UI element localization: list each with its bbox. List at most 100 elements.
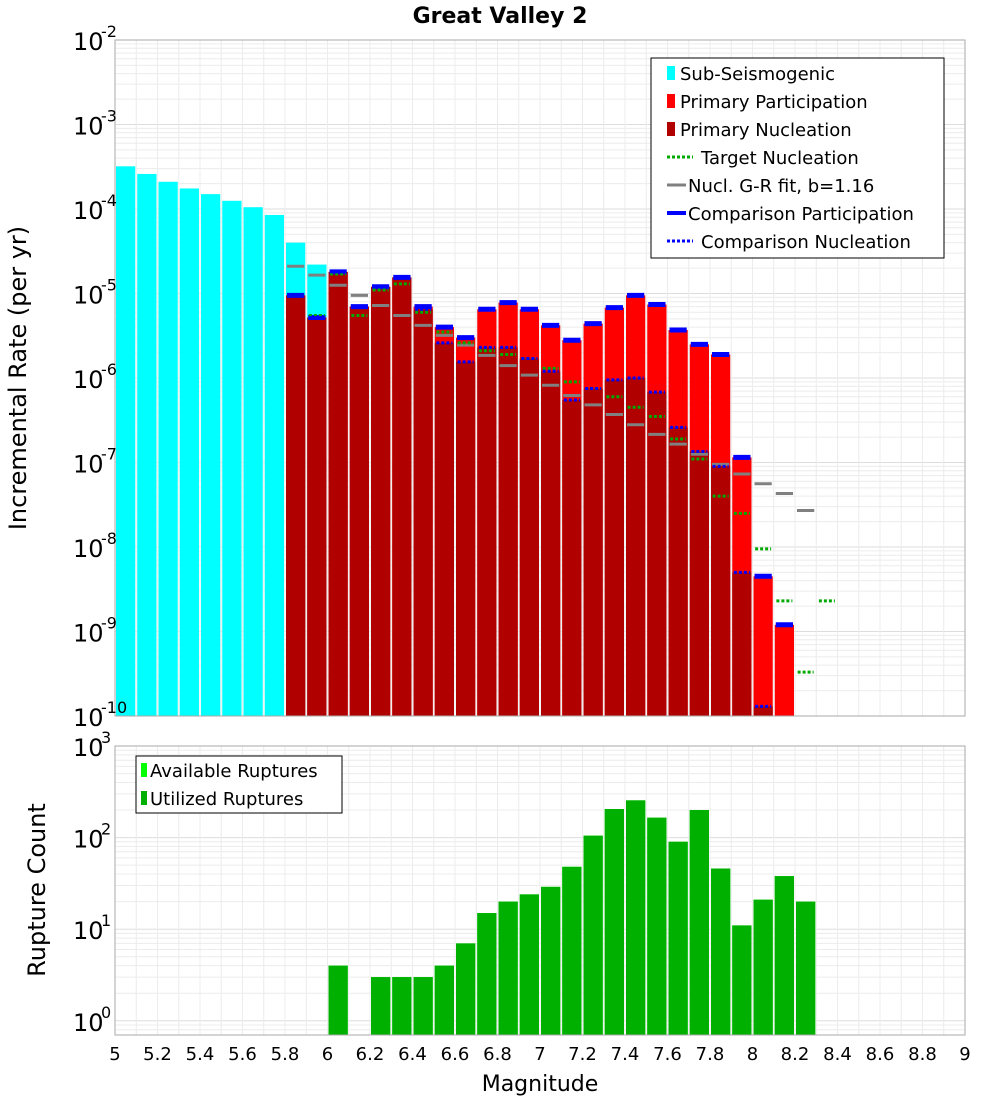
- top-plot-bars: [116, 166, 794, 717]
- utilized-ruptures-bar: [541, 886, 561, 1035]
- primary-nucleation-bar: [753, 706, 773, 716]
- x-axis-label: Magnitude: [482, 1072, 599, 1097]
- sub-seismogenic-bar: [137, 173, 157, 716]
- x-tick-label: 6.2: [356, 1044, 385, 1065]
- primary-nucleation-bar: [498, 347, 518, 716]
- top-y-tick-label: 10: [73, 113, 104, 141]
- top-y-tick-label: 10: [73, 535, 104, 563]
- primary-nucleation-bar: [307, 317, 327, 716]
- x-tick-label: 6.8: [483, 1044, 512, 1065]
- sub-seismogenic-bar: [158, 181, 178, 717]
- utilized-ruptures-bar: [498, 901, 518, 1035]
- utilized-ruptures-bar: [711, 868, 731, 1035]
- top-y-tick-label: 10: [73, 704, 104, 732]
- top-plot-markers: [287, 264, 835, 708]
- top-y-tick-exponent: -3: [101, 107, 117, 126]
- x-tick-label: 8: [747, 1044, 758, 1065]
- x-tick-label: 8.8: [908, 1044, 937, 1065]
- primary-nucleation-bar: [392, 277, 412, 716]
- x-tick-label: 5.8: [271, 1044, 300, 1065]
- x-tick-label: 8.4: [823, 1044, 852, 1065]
- bottom-y-tick-exponent: 2: [101, 820, 111, 839]
- utilized-ruptures-bar: [583, 835, 603, 1035]
- primary-nucleation-bar: [349, 306, 369, 716]
- legend-swatch: [667, 122, 675, 136]
- x-tick-label: 5.4: [186, 1044, 215, 1065]
- utilized-ruptures-bar: [434, 965, 454, 1035]
- top-y-tick-exponent: -2: [101, 22, 117, 41]
- x-tick-label: 6: [322, 1044, 333, 1065]
- utilized-ruptures-bar: [753, 899, 773, 1035]
- primary-nucleation-bar: [434, 342, 454, 716]
- legend-label: Primary Nucleation: [680, 120, 852, 141]
- primary-nucleation-bar: [519, 358, 539, 716]
- x-tick-label: 7.8: [696, 1044, 725, 1065]
- primary-nucleation-bar: [626, 378, 646, 716]
- top-y-tick-exponent: -6: [101, 360, 117, 379]
- x-tick-label: 7: [534, 1044, 545, 1065]
- bottom-legend-box: [135, 755, 343, 814]
- x-tick-label: 6.6: [441, 1044, 470, 1065]
- x-tick-label: 8.6: [866, 1044, 895, 1065]
- x-tick-label: 7.6: [653, 1044, 682, 1065]
- bottom-y-tick-label: 10: [73, 826, 104, 854]
- bottom-y-tick-exponent: 1: [101, 911, 111, 930]
- utilized-ruptures-bar: [668, 841, 688, 1035]
- top-y-tick-label: 10: [73, 366, 104, 394]
- utilized-ruptures-bar: [456, 943, 476, 1035]
- primary-participation-bar: [753, 576, 773, 716]
- top-plot-title: Great Valley 2: [413, 4, 588, 29]
- bottom-y-tick-label: 10: [73, 917, 104, 945]
- top-plot-legend: Sub-Seismogenic Primary Participation Prim…: [650, 57, 945, 259]
- bottom-plot-bars: [328, 800, 816, 1035]
- x-tick-label: 5: [109, 1044, 120, 1065]
- utilized-ruptures-bar: [732, 925, 752, 1035]
- primary-nucleation-bar: [541, 371, 561, 716]
- legend-label: Utilized Ruptures: [150, 789, 303, 810]
- primary-nucleation-bar: [647, 392, 667, 716]
- bottom-y-tick-label: 10: [73, 1009, 104, 1037]
- utilized-ruptures-bar: [626, 800, 646, 1035]
- utilized-ruptures-bar: [689, 810, 709, 1035]
- utilized-ruptures-bar: [519, 894, 539, 1035]
- primary-nucleation-bar: [413, 309, 433, 716]
- top-y-tick-label: 10: [73, 451, 104, 479]
- legend-label: Available Ruptures: [150, 761, 318, 782]
- legend-label: Comparison Nucleation: [701, 232, 911, 253]
- legend-swatch: [141, 763, 147, 777]
- bottom-y-tick-exponent: 0: [101, 1003, 111, 1022]
- top-y-tick-label: 10: [73, 282, 104, 310]
- primary-nucleation-bar: [286, 295, 306, 716]
- primary-nucleation-bar: [456, 361, 476, 716]
- bottom-y-tick-label: 10: [73, 734, 104, 762]
- sub-seismogenic-bar: [264, 214, 284, 716]
- x-tick-label: 5.2: [143, 1044, 172, 1065]
- bottom-y-tick-exponent: 3: [101, 728, 111, 747]
- top-y-tick-exponent: -5: [101, 276, 117, 295]
- primary-participation-bar: [774, 624, 794, 716]
- top-y-tick-exponent: -7: [101, 445, 117, 464]
- primary-nucleation-bar: [689, 451, 709, 716]
- x-tick-label: 7.2: [568, 1044, 597, 1065]
- top-y-tick-exponent: -10: [101, 698, 127, 717]
- top-y-tick-label: 10: [73, 620, 104, 648]
- sub-seismogenic-bar: [201, 194, 221, 716]
- sub-seismogenic-bar: [243, 207, 263, 716]
- bottom-plot-frame: [114, 745, 966, 1036]
- x-tick-label: 7.4: [611, 1044, 640, 1065]
- top-y-tick-exponent: -4: [101, 191, 117, 210]
- x-tick-label: 9: [959, 1044, 970, 1065]
- top-y-tick-label: 10: [73, 28, 104, 56]
- sub-seismogenic-bar: [116, 166, 136, 716]
- legend-label: Target Nucleation: [700, 148, 859, 169]
- top-plot-y-axis-label: Incremental Rate (per yr): [4, 226, 32, 530]
- primary-nucleation-bar: [668, 427, 688, 716]
- utilized-ruptures-bar: [392, 977, 412, 1035]
- utilized-ruptures-bar: [371, 977, 391, 1035]
- legend-label: Nucl. G-R fit, b=1.16: [688, 176, 874, 197]
- bottom-plot-y-axis-label: Rupture Count: [23, 803, 51, 977]
- utilized-ruptures-bar: [647, 817, 667, 1035]
- legend-swatch: [141, 791, 147, 805]
